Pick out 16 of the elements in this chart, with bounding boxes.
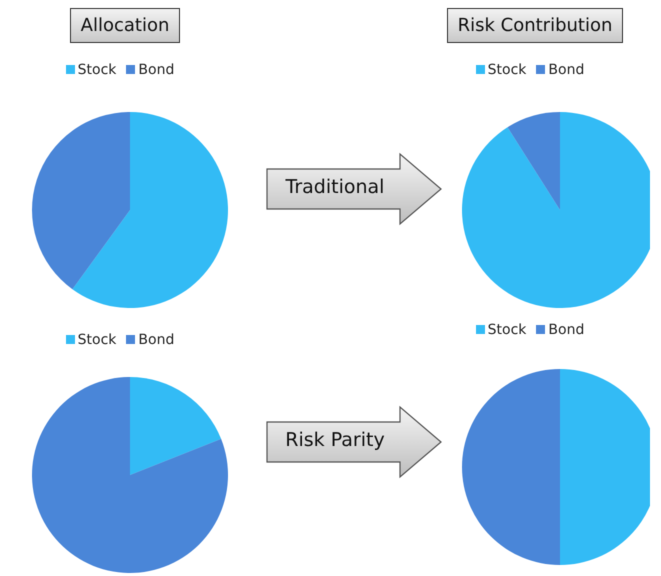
legend-label: Stock bbox=[486, 62, 526, 78]
legend-label: Stock bbox=[76, 332, 116, 348]
pie-slice bbox=[130, 377, 222, 475]
pie-slice bbox=[72, 112, 228, 308]
legend-label: Bond bbox=[547, 322, 584, 338]
pie-slice bbox=[32, 112, 130, 290]
text: Traditional bbox=[284, 176, 386, 198]
legend-label: Bond bbox=[137, 62, 174, 78]
legend-label: Stock bbox=[486, 322, 526, 338]
pie-slice bbox=[32, 377, 228, 573]
legend-label: Bond bbox=[137, 332, 174, 348]
text: Risk Parity bbox=[284, 429, 386, 451]
legend-label: Bond bbox=[547, 62, 584, 78]
chart-title: Allocation bbox=[70, 8, 180, 43]
chart-title: Risk Contribution bbox=[446, 8, 624, 43]
legend-label: Stock bbox=[76, 62, 116, 78]
